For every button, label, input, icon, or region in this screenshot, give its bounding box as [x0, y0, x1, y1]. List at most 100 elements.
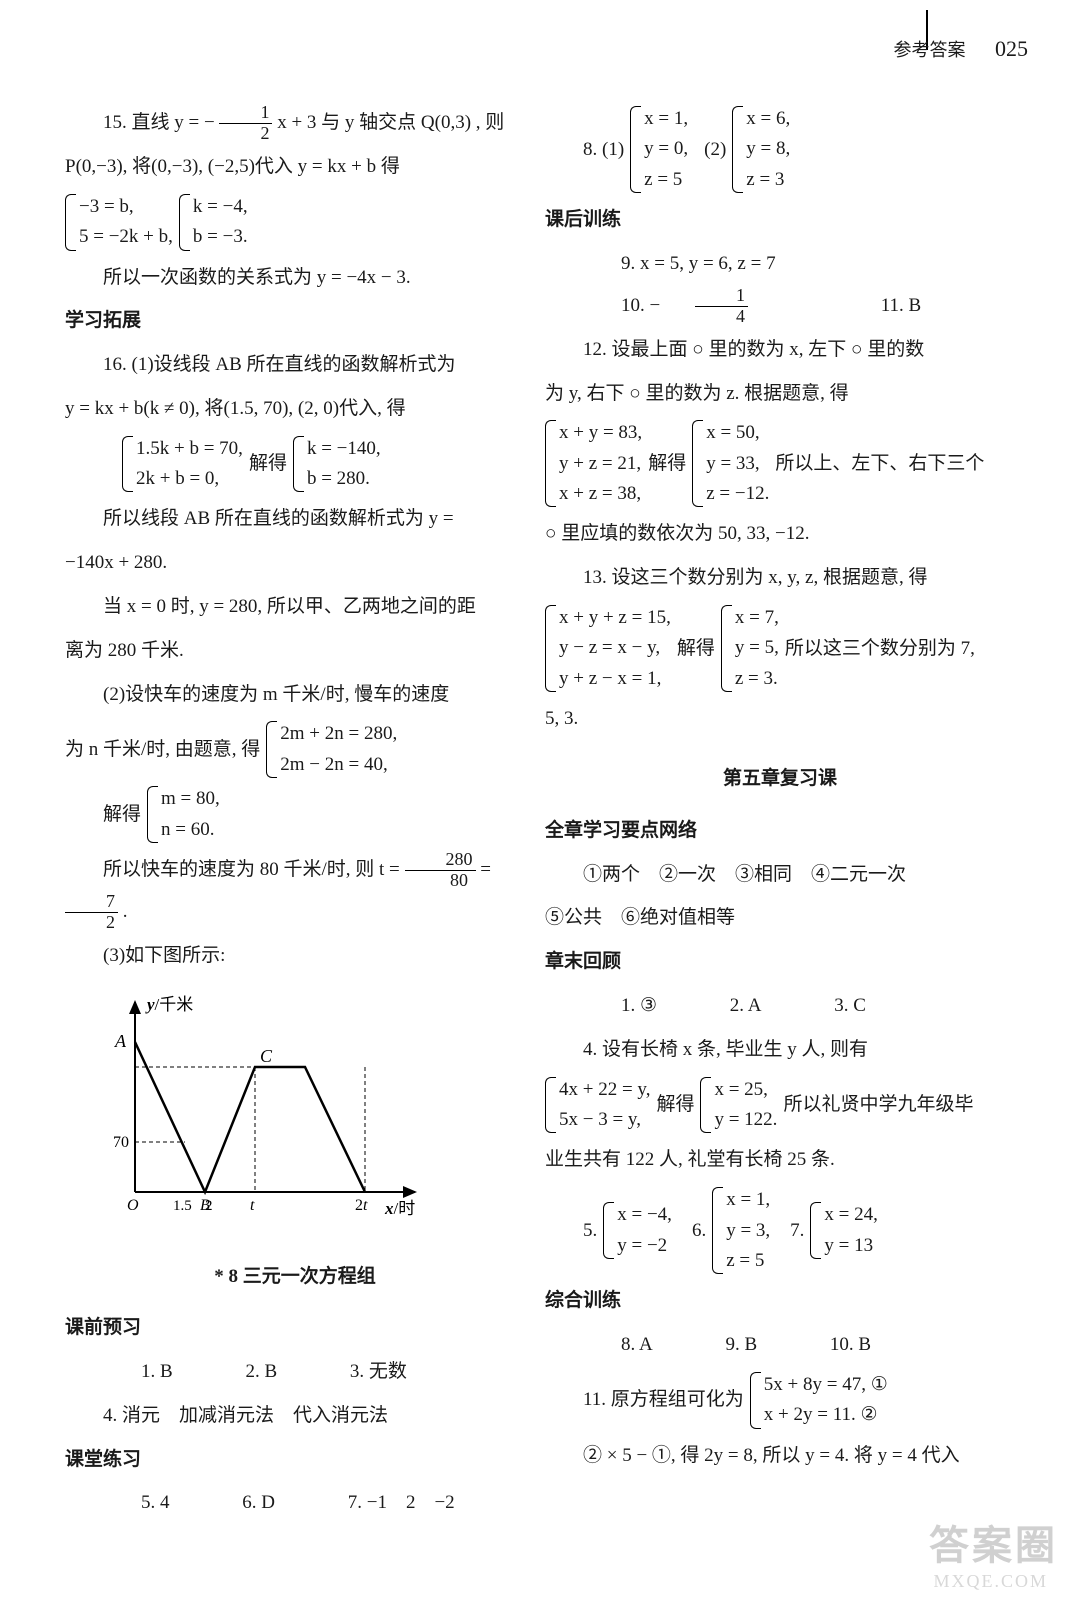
eq: x + 2y = 11. ②	[764, 1400, 888, 1430]
ans: 7. −1 2 −2	[310, 1482, 455, 1524]
eq: x = 6,	[746, 104, 790, 134]
q16-3: 所以线段 AB 所在直线的函数解析式为 y =	[65, 498, 525, 540]
fraction: 28080	[405, 850, 476, 891]
ans10: 10. − 14	[545, 285, 808, 327]
ans: 11. B	[843, 285, 921, 327]
xlabel: x/时	[384, 1199, 415, 1218]
eq: y = −2	[617, 1231, 672, 1261]
eq: m = 80,	[161, 784, 220, 814]
ans: 8. A	[583, 1324, 653, 1366]
q16-5: 当 x = 0 时, y = 280, 所以甲、乙两地之间的距	[65, 586, 525, 628]
eq: 2m − 2n = 40,	[280, 750, 397, 780]
ylabel: y/千米	[145, 995, 193, 1014]
xtick: 2	[205, 1198, 213, 1214]
text: 解得	[249, 443, 287, 485]
q13-1: 13. 设这三个数分别为 x, y, z, 根据题意, 得	[545, 557, 1015, 599]
sys: x = 6, y = 8, z = 3	[732, 104, 790, 195]
eq: x = 25,	[714, 1075, 777, 1105]
sys: 1.5k + b = 70, 2k + b = 0,	[122, 434, 243, 495]
page-header: 参考答案 025	[894, 25, 1029, 73]
fraction: 14	[695, 286, 778, 327]
eq: y + z − x = 1,	[559, 664, 671, 694]
text: .	[123, 901, 128, 922]
eq: 5x − 3 = y,	[559, 1105, 650, 1135]
text: 6.	[692, 1210, 706, 1252]
sys: x = 50, y = 33, z = −12.	[692, 418, 769, 509]
text: =	[480, 859, 491, 880]
text: 为 n 千米/时, 由题意, 得	[65, 729, 260, 771]
q13-3: 5, 3.	[545, 698, 1015, 740]
content-columns: 15. 直线 y = − 12 x + 3 与 y 轴交点 Q(0,3) , 则…	[65, 100, 1043, 1526]
ans: 5. 4	[103, 1482, 170, 1524]
left-column: 15. 直线 y = − 12 x + 3 与 y 轴交点 Q(0,3) , 则…	[65, 100, 525, 1526]
preview-answer-4: 4. 消元 加减消元法 代入消元法	[65, 1395, 525, 1437]
sys: x = 1, y = 0, z = 5	[630, 104, 688, 195]
ytick-70: 70	[113, 1134, 129, 1151]
right-column: 8. (1) x = 1, y = 0, z = 5 (2) x = 6, y …	[545, 100, 1015, 1526]
eq: k = −140,	[307, 434, 381, 464]
text: 5.	[583, 1210, 597, 1252]
sys: x + y = 83, y + z = 21, x + z = 38,	[545, 418, 642, 509]
denominator: 2	[219, 124, 272, 144]
text: 11. 原方程组可化为	[583, 1379, 744, 1421]
ans: 10. B	[792, 1324, 871, 1366]
line-graph: 70 A B C O 1.5 2 t 2t x/时 y/千米	[105, 992, 525, 1238]
eq: z = 3.	[735, 664, 779, 694]
text: 解得	[648, 443, 686, 485]
q16-8: 为 n 千米/时, 由题意, 得 2m + 2n = 280, 2m − 2n …	[65, 719, 525, 780]
q12-1: 12. 设最上面 ○ 里的数为 x, 左下 ○ 里的数	[545, 329, 1015, 371]
system-left: −3 = b, 5 = −2k + b,	[65, 192, 173, 253]
eq: 4x + 22 = y,	[559, 1075, 650, 1105]
section-net: 全章学习要点网络	[545, 810, 1015, 852]
origin-O: O	[127, 1197, 139, 1214]
d: 4	[695, 307, 748, 327]
q15-system: −3 = b, 5 = −2k + b, k = −4, b = −3.	[65, 192, 525, 253]
eq: y − z = x − y,	[559, 633, 671, 663]
d: 2	[65, 913, 118, 933]
q16-6: 离为 280 千米.	[65, 630, 525, 672]
ans: 2. B	[207, 1351, 277, 1393]
eq: 5x + 8y = 47, ①	[764, 1370, 888, 1400]
ans: 6. D	[204, 1482, 275, 1524]
eq: y = 33,	[706, 449, 769, 479]
eq: z = 5	[726, 1246, 770, 1276]
eq: z = 3	[746, 165, 790, 195]
eq: 1.5k + b = 70,	[136, 434, 243, 464]
text: 解得	[656, 1084, 694, 1126]
q11-2: ② × 5 − ①, 得 2y = 8, 所以 y = 4. 将 y = 4 代…	[545, 1435, 1015, 1477]
text: 10. −	[583, 285, 660, 327]
text: 所以上、左下、右下三个	[775, 443, 984, 485]
xtick: 1.5	[173, 1198, 192, 1214]
eq: 2k + b = 0,	[136, 464, 243, 494]
q15-line2: P(0,−3), 将(0,−3), (−2,5)代入 y = kx + b 得	[65, 146, 525, 188]
eq: y = 5,	[735, 633, 779, 663]
eq: x = 7,	[735, 603, 779, 633]
eq: y = 0,	[644, 134, 688, 164]
q16-2: y = kx + b(k ≠ 0), 将(1.5, 70), (2, 0)代入,…	[65, 388, 525, 430]
eq: x = −4,	[617, 1200, 672, 1230]
eq: z = 5	[644, 165, 688, 195]
ch5-title: 第五章复习课	[545, 758, 1015, 800]
sys: x = 1, y = 3, z = 5	[712, 1185, 770, 1276]
q15-line1: 15. 直线 y = − 12 x + 3 与 y 轴交点 Q(0,3) , 则	[65, 102, 525, 144]
ans: 2. A	[692, 985, 762, 1027]
eq: x = 1,	[644, 104, 688, 134]
text: x + 3 与 y 轴交点 Q(0,3) , 则	[277, 112, 504, 133]
q11: 11. 原方程组可化为 5x + 8y = 47, ① x + 2y = 11.…	[583, 1370, 1015, 1431]
text: 解得	[677, 628, 715, 670]
eq: x + y + z = 15,	[559, 603, 671, 633]
eq: 5 = −2k + b,	[79, 222, 173, 252]
q4-1: 4. 设有长椅 x 条, 毕业生 y 人, 则有	[545, 1029, 1015, 1071]
sys: x = −4, y = −2	[603, 1200, 672, 1261]
ans: 3. C	[796, 985, 866, 1027]
after-1: 9. x = 5, y = 6, z = 7 10. − 14 11. B	[545, 243, 1015, 327]
eq: x + z = 38,	[559, 479, 642, 509]
point-A: A	[114, 1031, 127, 1051]
ans: 3. 无数	[312, 1351, 407, 1393]
text: 所以这三个数分别为 7,	[785, 628, 975, 670]
graph-svg: 70 A B C O 1.5 2 t 2t x/时 y/千米	[105, 992, 435, 1222]
section-after: 课后训练	[545, 199, 1015, 241]
text: 15. 直线 y = −	[103, 112, 215, 133]
text: 解得	[103, 794, 141, 836]
eq: −3 = b,	[79, 192, 173, 222]
